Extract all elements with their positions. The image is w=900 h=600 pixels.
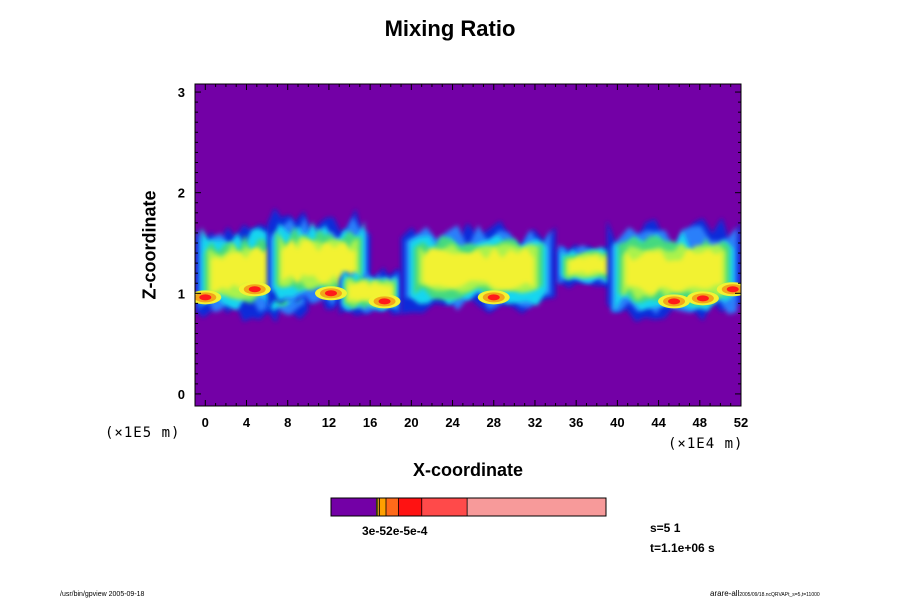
footer-right-main: arare-all bbox=[710, 589, 740, 598]
cloud-level-6-segment-2 bbox=[281, 238, 356, 285]
x-tick-label-36: 36 bbox=[569, 415, 583, 430]
x-tick-label-44: 44 bbox=[651, 415, 666, 430]
t-info: t=1.1e+06 s bbox=[650, 541, 715, 555]
footer-right: arare-all2005/09/18.ncQRVAPt_s=5,t=11000 bbox=[710, 589, 820, 598]
y-tick-label-3: 3 bbox=[178, 85, 185, 100]
chart-title: Mixing Ratio bbox=[384, 16, 516, 41]
x-tick-label-28: 28 bbox=[487, 415, 501, 430]
x-tick-label-8: 8 bbox=[284, 415, 291, 430]
colorbar-segment-2 bbox=[376, 498, 378, 516]
colorbar-segment-8 bbox=[467, 498, 606, 516]
y-tick-label-0: 0 bbox=[178, 387, 185, 402]
x-tick-label-0: 0 bbox=[202, 415, 209, 430]
footer-right-sub: 2005/09/18.ncQRVAPt_s=5,t=11000 bbox=[739, 592, 820, 598]
x-tick-label-32: 32 bbox=[528, 415, 542, 430]
x-axis-unit: (×1E4 m) bbox=[668, 436, 744, 452]
colorbar-segment-6 bbox=[398, 498, 422, 516]
max-core-red-1 bbox=[199, 294, 212, 301]
colorbar-segment-3 bbox=[377, 498, 380, 516]
colorbar-labels: 3e-52e-5e-4 bbox=[362, 524, 428, 538]
y-axis-unit: (×1E5 m) bbox=[105, 425, 181, 441]
max-core-red-6 bbox=[696, 295, 709, 302]
x-tick-label-24: 24 bbox=[445, 415, 460, 430]
cloud-level-6-segment-6 bbox=[625, 248, 723, 295]
max-core-red-5 bbox=[487, 294, 500, 301]
colorbar bbox=[330, 497, 607, 517]
colorbar-segment-1 bbox=[331, 498, 377, 516]
x-tick-label-4: 4 bbox=[243, 415, 251, 430]
footer-left: /usr/bin/gpview 2005-09-18 bbox=[60, 591, 145, 598]
x-tick-label-52: 52 bbox=[734, 415, 748, 430]
x-tick-label-12: 12 bbox=[322, 415, 336, 430]
max-core-red-3 bbox=[324, 290, 337, 297]
y-tick-label-1: 1 bbox=[178, 286, 185, 301]
x-tick-label-16: 16 bbox=[363, 415, 377, 430]
colorbar-segment-4 bbox=[379, 498, 386, 516]
x-axis-label: X-coordinate bbox=[412, 460, 523, 480]
max-core-red-4 bbox=[378, 298, 391, 305]
x-tick-label-40: 40 bbox=[610, 415, 624, 430]
mixing-ratio-field bbox=[195, 208, 741, 323]
colorbar-frame bbox=[330, 497, 607, 517]
s-info: s=5 1 bbox=[650, 521, 681, 535]
cloud-level-6-segment-4 bbox=[422, 247, 534, 290]
max-core-red-7 bbox=[668, 298, 681, 305]
y-tick-label-2: 2 bbox=[178, 186, 185, 201]
plot-frame bbox=[194, 83, 742, 407]
y-axis-label: Z-coordinate bbox=[139, 190, 160, 300]
colorbar-segment-7 bbox=[421, 498, 468, 516]
max-core-red-2 bbox=[248, 286, 261, 293]
colorbar-segment-5 bbox=[386, 498, 399, 516]
x-tick-label-48: 48 bbox=[693, 415, 707, 430]
max-core-red-8 bbox=[726, 286, 739, 293]
x-tick-label-20: 20 bbox=[404, 415, 418, 430]
